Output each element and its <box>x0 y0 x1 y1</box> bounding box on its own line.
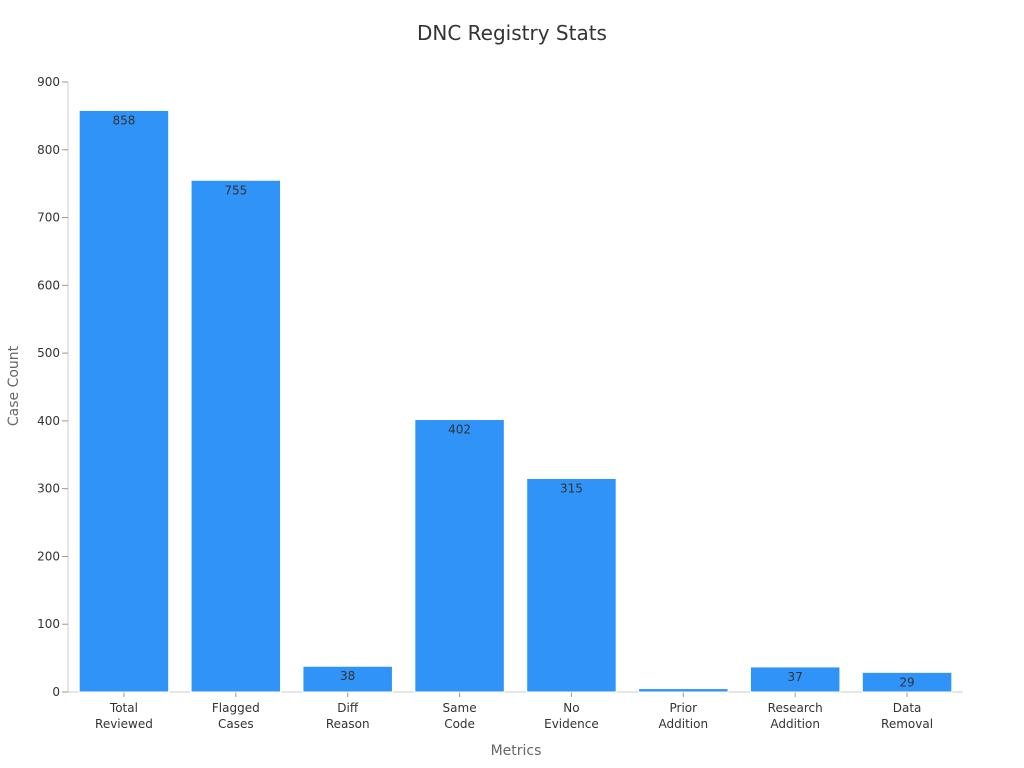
x-tick-label: No <box>563 701 579 715</box>
bars <box>78 109 953 693</box>
bar <box>302 665 393 693</box>
x-tick-label: Reviewed <box>95 717 153 731</box>
bar <box>414 419 505 693</box>
x-axis: Total Reviewed Flagged Cases Diff Reason Same C… <box>68 691 963 731</box>
data-label: 858 <box>112 113 135 127</box>
x-tick-label: Evidence <box>544 717 599 731</box>
data-label: 29 <box>899 675 914 689</box>
y-tick-label: 600 <box>37 278 60 292</box>
bar <box>638 688 729 693</box>
x-tick-label: Addition <box>770 717 820 731</box>
y-tick-label: 800 <box>37 143 60 157</box>
x-tick-label: Reason <box>326 717 370 731</box>
x-tick-label: Prior <box>670 701 698 715</box>
y-tick-label: 200 <box>37 549 60 563</box>
x-tick-label: Removal <box>881 717 933 731</box>
x-tick-label: Addition <box>659 717 709 731</box>
data-label: 38 <box>340 669 355 683</box>
y-tick-label: 0 <box>52 685 60 699</box>
data-label: 402 <box>448 423 471 437</box>
data-label: 37 <box>788 670 803 684</box>
y-axis-title: Case Count <box>6 345 22 426</box>
x-tick-label: Code <box>444 717 475 731</box>
y-tick-label: 500 <box>37 346 60 360</box>
data-label: 755 <box>224 183 247 197</box>
x-tick-label: Diff <box>337 701 359 715</box>
bar <box>861 671 953 693</box>
y-tick-label: 100 <box>37 617 60 631</box>
y-tick-label: 400 <box>37 414 60 428</box>
data-labels: 858 755 38 402 315 37 29 <box>112 113 914 689</box>
x-tick-label: Total <box>109 701 138 715</box>
y-tick-label: 700 <box>37 211 60 225</box>
chart-title: DNC Registry Stats <box>417 21 607 45</box>
bar <box>190 179 282 693</box>
bar <box>526 478 617 693</box>
bar <box>78 109 170 693</box>
x-tick-label: Cases <box>218 717 254 731</box>
y-axis: 0 100 200 300 400 500 600 700 800 900 <box>37 75 69 699</box>
y-tick-label: 300 <box>37 482 60 496</box>
bar <box>749 666 841 693</box>
x-tick-label: Data <box>893 701 922 715</box>
x-tick-label: Flagged <box>212 701 260 715</box>
x-tick-label: Same <box>443 701 477 715</box>
x-tick-label: Research <box>768 701 823 715</box>
x-axis-title: Metrics <box>491 743 542 759</box>
data-label: 315 <box>560 482 583 496</box>
y-tick-label: 900 <box>37 75 60 89</box>
